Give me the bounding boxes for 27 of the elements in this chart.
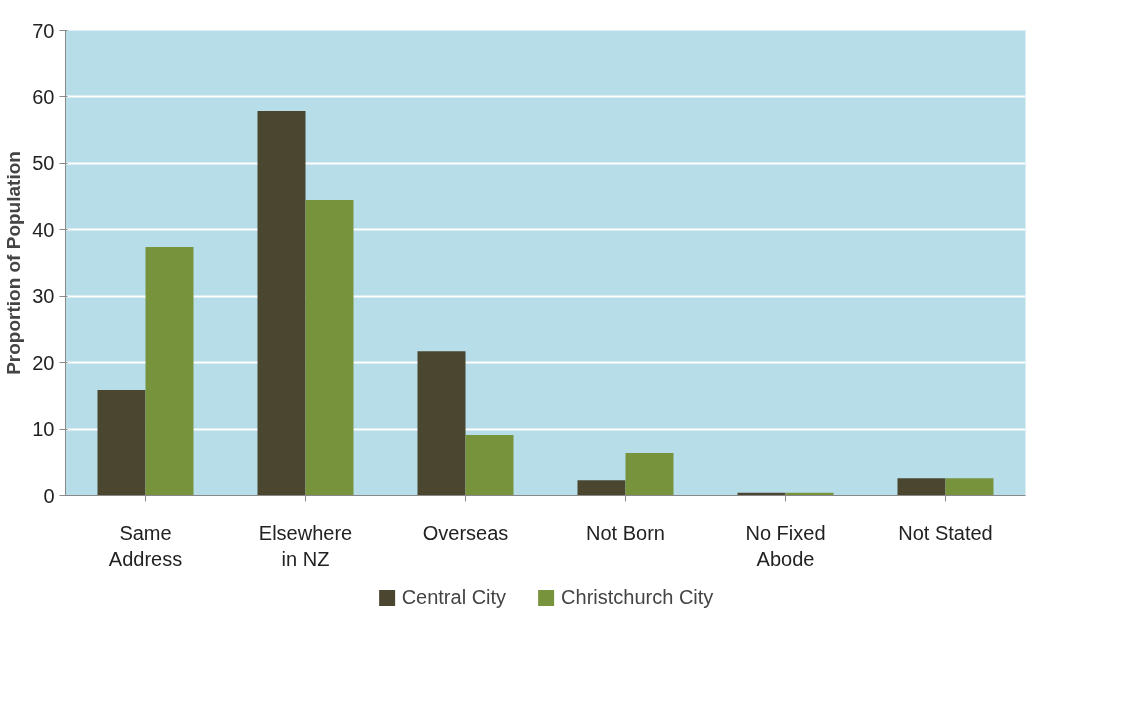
y-tick-label: 10 bbox=[32, 418, 55, 441]
bar bbox=[625, 452, 674, 496]
y-tick-label: 60 bbox=[32, 85, 55, 108]
bar bbox=[945, 478, 994, 496]
legend-label: Central City bbox=[401, 585, 507, 609]
y-tick-label: 30 bbox=[32, 285, 55, 308]
y-tick-label: 50 bbox=[32, 152, 55, 175]
y-tick-label: 20 bbox=[32, 351, 55, 374]
x-tick-label: Elsewhere in NZ bbox=[258, 521, 353, 570]
bar bbox=[97, 389, 146, 496]
x-tick-label: Not Born bbox=[586, 521, 665, 544]
bar bbox=[897, 478, 946, 496]
x-tick-label: Overseas bbox=[422, 521, 509, 544]
x-tick-label: Same Address bbox=[108, 521, 183, 570]
y-tick-label: 0 bbox=[43, 484, 55, 507]
bar bbox=[577, 480, 626, 496]
bar bbox=[417, 351, 466, 496]
x-tick-label: Not Stated bbox=[898, 521, 993, 544]
y-tick-label: 70 bbox=[32, 19, 55, 42]
legend-label: Christchurch City bbox=[561, 585, 714, 609]
bar bbox=[257, 110, 306, 496]
bar bbox=[305, 199, 354, 496]
y-tick-label: 40 bbox=[32, 218, 55, 241]
y-axis-title: Proportion of Population bbox=[3, 151, 25, 375]
bar bbox=[145, 247, 194, 496]
bar bbox=[465, 435, 514, 496]
x-tick-label: No Fixed Abode bbox=[745, 521, 826, 570]
